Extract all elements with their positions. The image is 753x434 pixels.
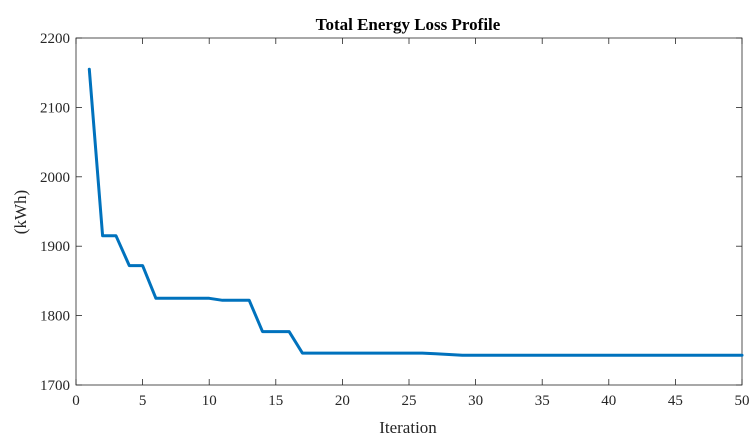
plot-frame [75,37,743,386]
x-tick-label: 30 [468,393,483,409]
plot-area [87,67,744,357]
x-tick-label: 35 [535,393,550,409]
x-tick-label: 5 [139,393,147,409]
y-tick-label: 1800 [40,309,70,325]
y-tick-label: 2000 [40,170,70,186]
x-tick-label: 20 [335,393,350,409]
x-tick-label: 10 [202,393,217,409]
x-tick-label: 40 [601,393,616,409]
x-tick-label: 50 [735,393,750,409]
y-axis-label: (kWh) [11,190,30,234]
x-tick-label: 45 [668,393,683,409]
x-tick-label: 0 [72,393,80,409]
x-tick-label: 25 [402,393,417,409]
x-tick-label: 15 [268,393,283,409]
x-axis-label: Iteration [379,418,437,434]
series-line [87,67,744,357]
y-tick-label: 2100 [40,100,70,116]
chart-title: Total Energy Loss Profile [316,15,501,34]
y-tick-label: 2200 [40,31,70,47]
y-tick-label: 1700 [40,378,70,394]
axes: 0 5 10 15 20 25 30 35 40 45 50 1700 1800 1900 2000 2100… [40,31,750,409]
y-tick-label: 1900 [40,239,70,255]
